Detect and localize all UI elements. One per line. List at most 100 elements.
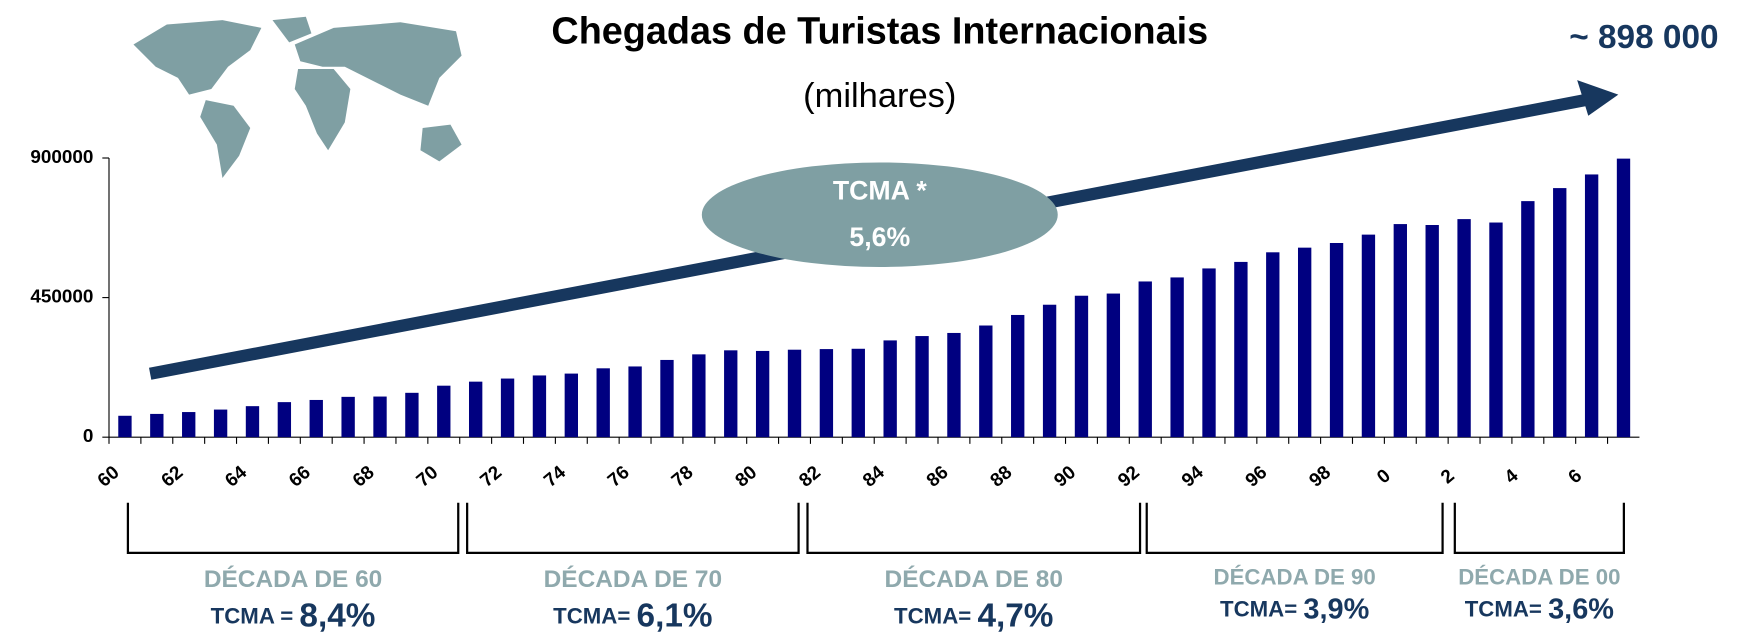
decade-tcma: TCMA = 8,4%: [211, 597, 376, 633]
decade-tcma-value: 3,6%: [1548, 593, 1614, 625]
bar: [596, 368, 610, 438]
bar: [309, 399, 323, 438]
tcma-ellipse: [701, 162, 1058, 268]
bar: [915, 336, 929, 438]
bar: [468, 381, 483, 438]
bar: [405, 392, 419, 438]
bar: [1011, 314, 1025, 438]
decade-tcma-label: TCMA=: [553, 603, 636, 628]
bar: [500, 378, 515, 438]
bar: [979, 325, 993, 438]
chart-subtitle: (milhares): [803, 77, 956, 115]
bar: [213, 409, 228, 438]
decade-bracket: [1453, 502, 1625, 554]
decade-bracket: [466, 502, 800, 554]
bar: [118, 415, 132, 438]
bar: [1457, 219, 1471, 438]
x-tick-label: 92: [1114, 462, 1144, 492]
x-tick-label: 64: [221, 462, 251, 492]
bar: [1489, 222, 1503, 438]
x-tick-label: 86: [923, 462, 953, 492]
bar: [532, 375, 547, 438]
x-tick-label: 80: [732, 462, 762, 492]
bar: [1297, 247, 1312, 438]
x-tick-label: 82: [795, 462, 825, 492]
bar: [724, 350, 738, 438]
bar: [245, 406, 260, 438]
bar: [1393, 224, 1407, 438]
y-tick-label: 0: [83, 426, 94, 447]
decade-tcma: TCMA= 6,1%: [553, 597, 712, 633]
world-map: [133, 16, 462, 179]
decade-label: DÉCADA DE 60: [204, 565, 382, 593]
overall-label: TCMA *: [833, 176, 928, 206]
decade-tcma: TCMA= 3,6%: [1465, 593, 1614, 625]
bar: [883, 340, 897, 438]
bar: [1234, 261, 1248, 438]
x-tick-label: 0: [1373, 465, 1395, 488]
bar: [1074, 295, 1089, 438]
decade-tcma-label: TCMA=: [1220, 597, 1303, 622]
x-tick-label: 96: [1242, 462, 1272, 492]
decade-tcma-value: 8,4%: [299, 597, 375, 633]
bar: [1138, 281, 1152, 438]
decade-bracket: [126, 502, 460, 554]
chart-title: Chegadas de Turistas Internacionais: [551, 10, 1208, 52]
x-tick-label: 66: [285, 462, 315, 492]
decade-tcma-value: 4,7%: [977, 597, 1053, 633]
bar: [819, 349, 834, 438]
bar: [373, 396, 387, 438]
decade-tcma-value: 3,9%: [1303, 593, 1369, 625]
decade-tcma: TCMA= 3,9%: [1220, 593, 1369, 625]
x-tick-label: 72: [476, 462, 506, 492]
overall-value: 5,6%: [849, 222, 910, 252]
bar: [1521, 201, 1535, 438]
bar: [564, 373, 578, 438]
x-tick-label: 70: [413, 462, 443, 492]
x-tick-label: 60: [94, 462, 124, 492]
x-tick-label: 88: [987, 462, 1017, 492]
bar: [182, 412, 196, 438]
bar: [1329, 242, 1344, 438]
bar: [755, 350, 770, 438]
x-tick-label: 6: [1565, 465, 1587, 488]
y-tick-label: 450000: [30, 287, 93, 308]
x-tick-label: 98: [1305, 462, 1335, 492]
decade-label: DÉCADA DE 00: [1458, 564, 1620, 589]
x-tick-label: 68: [349, 462, 379, 492]
bar: [1106, 293, 1121, 438]
bar: [1361, 234, 1376, 438]
decade-bracket: [1145, 502, 1444, 554]
bar: [1266, 252, 1280, 438]
decade-tcma: TCMA= 4,7%: [894, 597, 1053, 633]
x-tick-label: 94: [1178, 462, 1208, 492]
decade-tcma-label: TCMA =: [211, 603, 300, 628]
bar: [1616, 158, 1631, 438]
bar: [1042, 304, 1057, 438]
decade-tcma-label: TCMA=: [1465, 597, 1548, 622]
bar: [150, 413, 164, 438]
x-tick-label: 62: [158, 462, 188, 492]
x-tick-label: 4: [1501, 465, 1523, 488]
bar: [692, 354, 706, 438]
bar: [277, 402, 292, 438]
bar: [628, 366, 642, 438]
decade-label: DÉCADA DE 70: [544, 565, 722, 593]
decade-label: DÉCADA DE 80: [885, 565, 1063, 593]
decade-bracket: [806, 502, 1142, 554]
decade-label: DÉCADA DE 90: [1214, 564, 1376, 589]
end-annotation: ~ 898 000: [1569, 19, 1718, 56]
x-tick-label: 84: [859, 462, 889, 492]
bar: [660, 359, 674, 438]
bar: [851, 348, 865, 438]
decade-tcma-value: 6,1%: [637, 597, 713, 633]
x-tick-label: 90: [1050, 462, 1080, 492]
x-tick-label: 2: [1437, 465, 1459, 488]
bar: [341, 396, 355, 438]
x-tick-label: 76: [604, 462, 634, 492]
x-tick-label: 74: [540, 462, 570, 492]
bar: [1202, 268, 1216, 438]
decade-tcma-label: TCMA=: [894, 603, 977, 628]
